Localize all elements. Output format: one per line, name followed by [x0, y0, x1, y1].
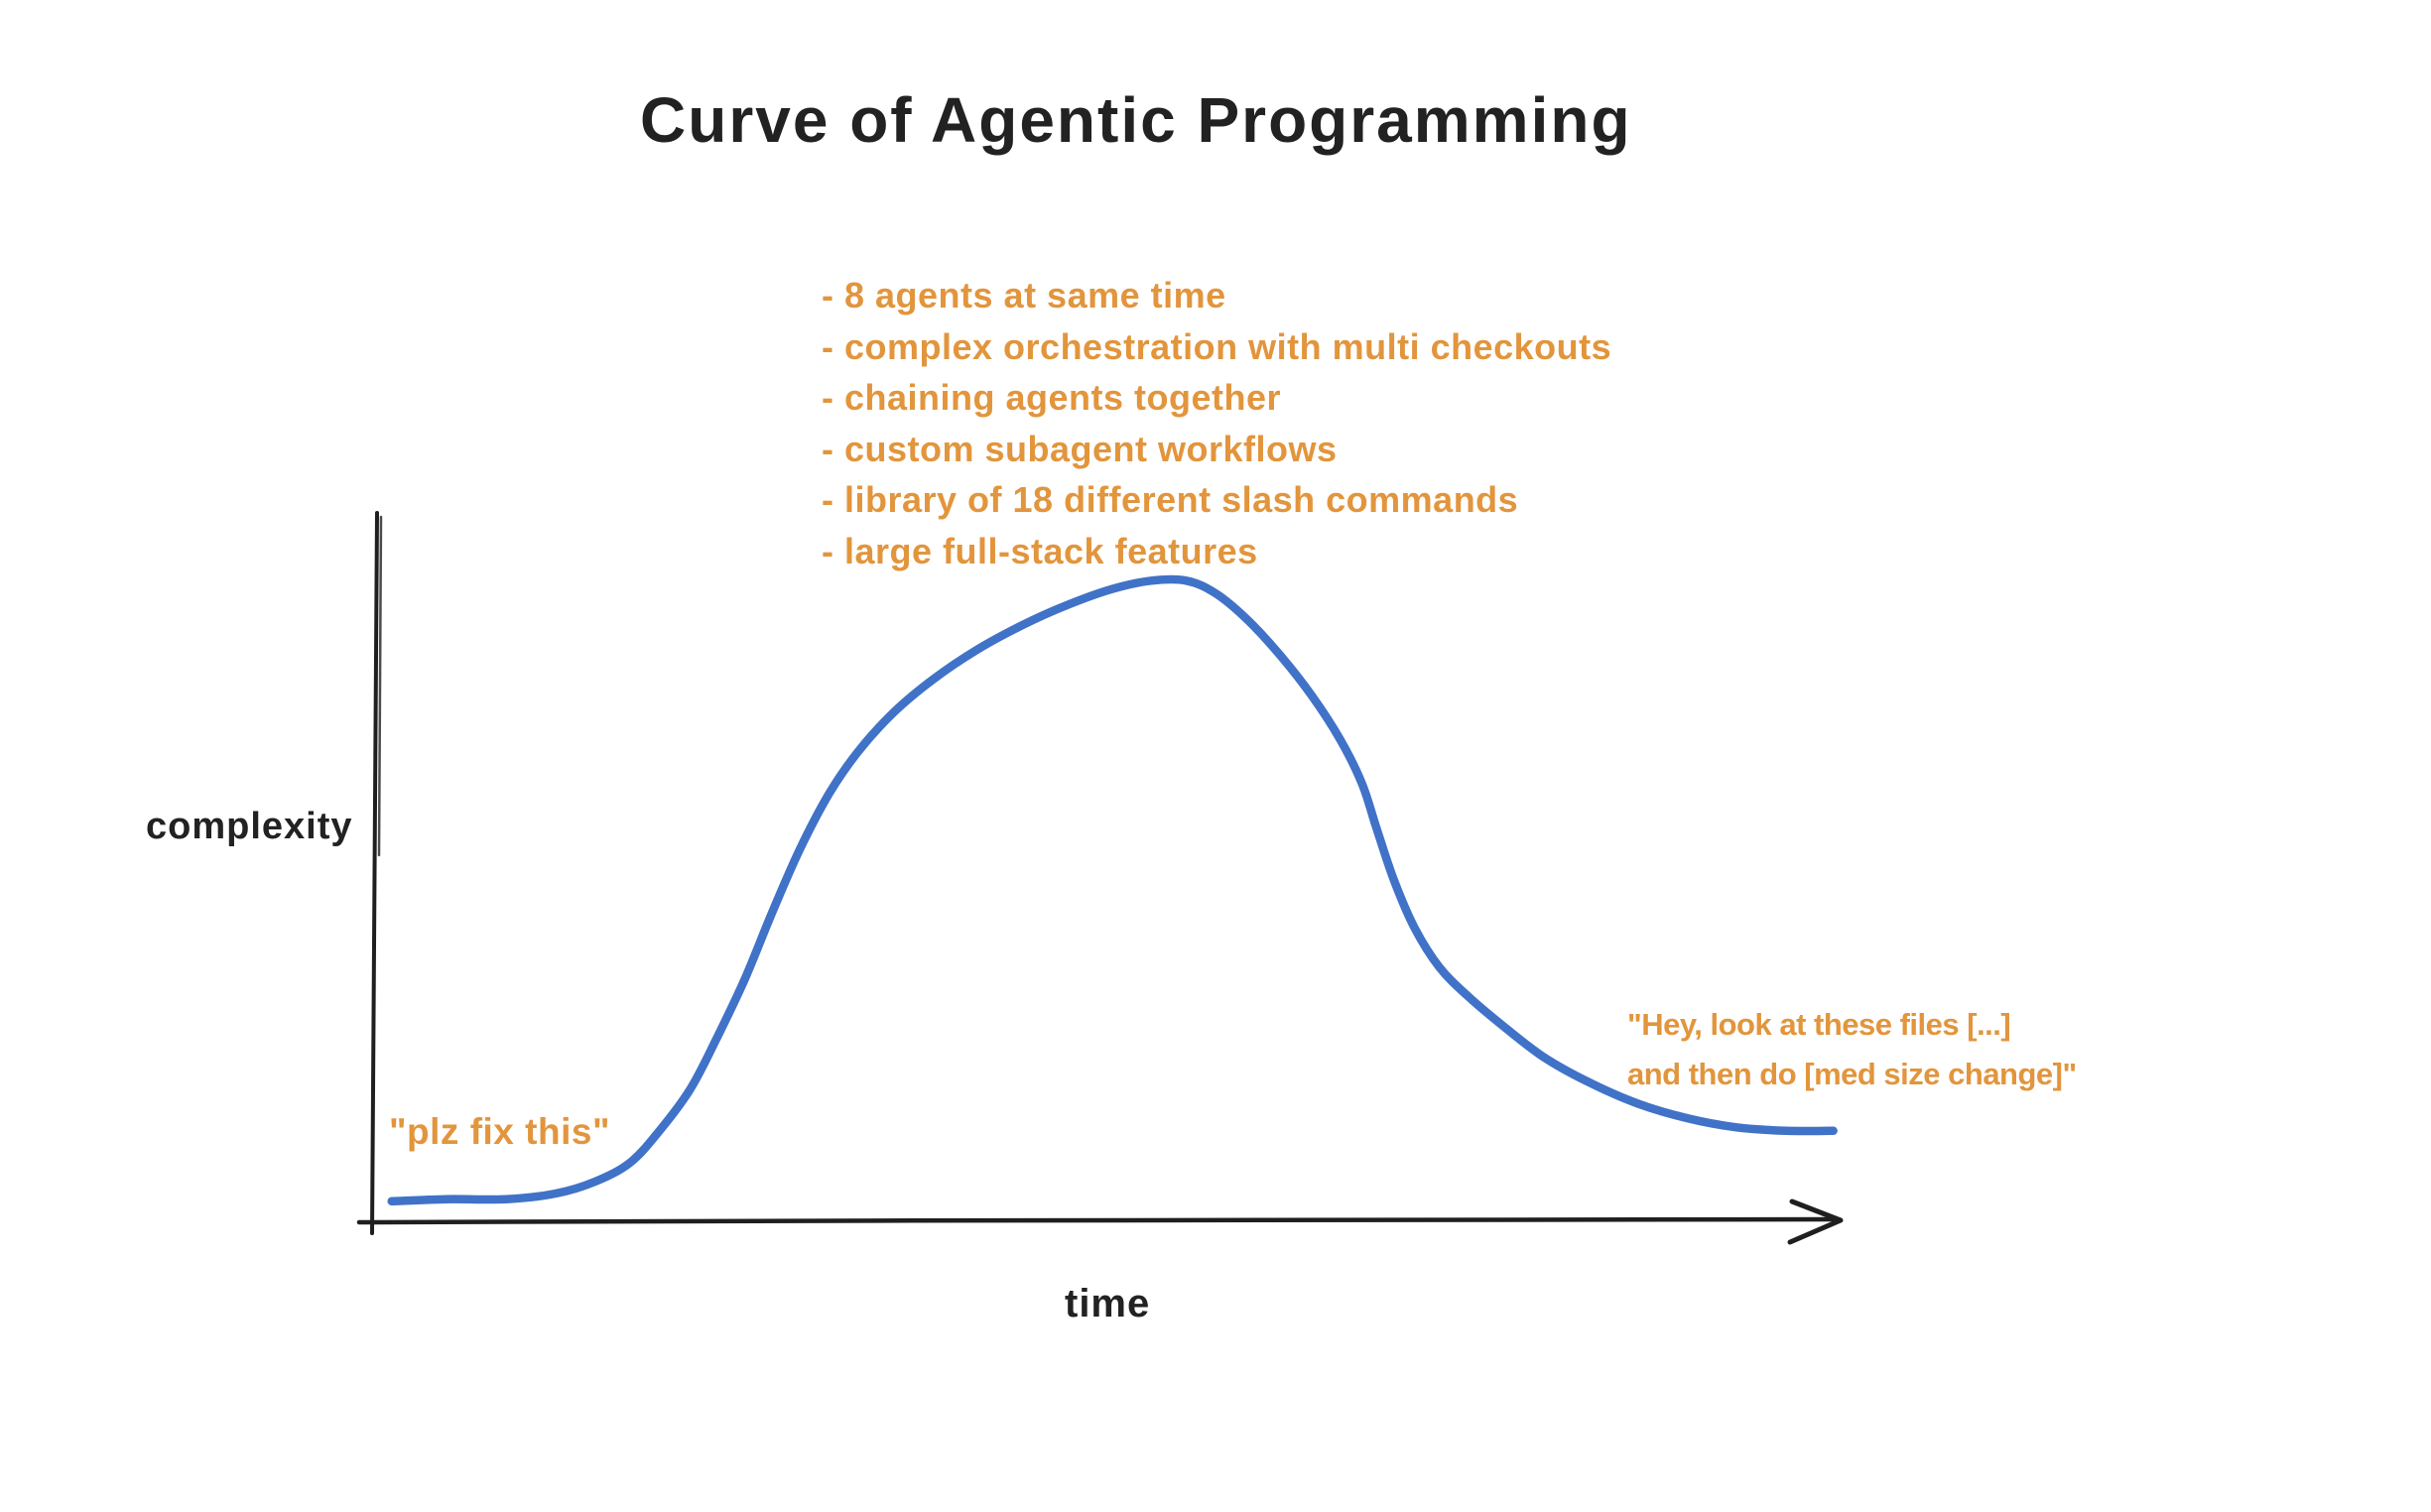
y-axis-line	[370, 511, 379, 1235]
peak-annotation-list: - 8 agents at same time - complex orchest…	[822, 270, 1611, 576]
annotation-end-quote-line1: "Hey, look at these files [...]	[1627, 1007, 2011, 1042]
chart-title: Curve of Agentic Programming	[640, 84, 1632, 156]
peak-annotation-item: - complex orchestration with multi check…	[822, 325, 1612, 367]
x-axis-arrowhead-icon	[1787, 1198, 1844, 1245]
complexity-curve	[387, 574, 1838, 1206]
annotation-end-quote: "Hey, look at these files [...] and then…	[1627, 1000, 2077, 1099]
x-axis-label: time	[1065, 1282, 1151, 1325]
peak-annotation-item: - large full-stack features	[822, 530, 1258, 571]
peak-annotation-item: - custom subagent workflows	[822, 428, 1338, 469]
x-axis-line	[356, 1216, 1840, 1225]
annotation-start-quote: "plz fix this"	[389, 1111, 610, 1152]
y-axis-line-overdraw	[377, 515, 383, 857]
y-axis-label: complexity	[146, 806, 353, 847]
peak-annotation-item: - chaining agents together	[822, 377, 1282, 418]
annotation-end-quote-line2: and then do [med size change]"	[1627, 1057, 2077, 1091]
peak-annotation-item: - library of 18 different slash commands	[822, 479, 1519, 520]
peak-annotation-item: - 8 agents at same time	[822, 275, 1226, 315]
